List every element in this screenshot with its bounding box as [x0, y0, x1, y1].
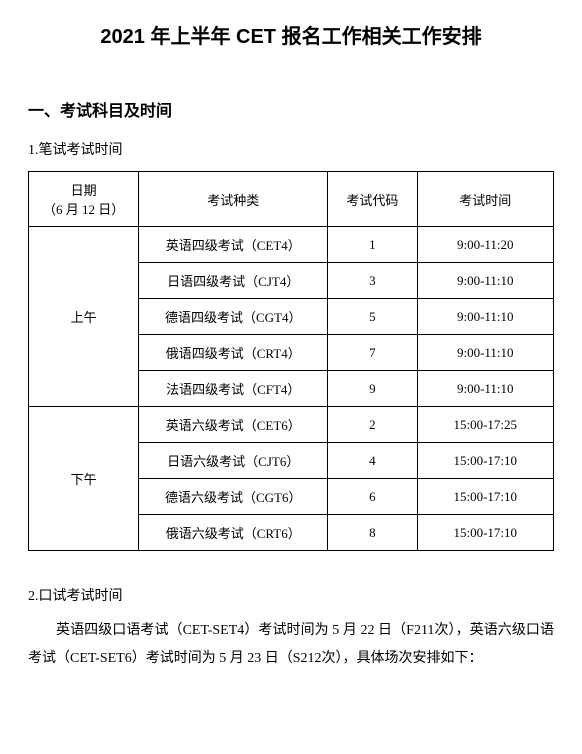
table-body: 上午 英语四级考试（CET4） 1 9:00-11:20 日语四级考试（CJT4… — [29, 227, 554, 551]
table-header-row: 日期 （6 月 12 日） 考试种类 考试代码 考试时间 — [29, 172, 554, 227]
exam-time: 15:00-17:10 — [417, 515, 554, 551]
exam-code: 3 — [328, 263, 417, 299]
table-row: 下午 英语六级考试（CET6） 2 15:00-17:25 — [29, 407, 554, 443]
exam-time: 15:00-17:10 — [417, 443, 554, 479]
section-1-heading: 一、考试科目及时间 — [28, 97, 554, 121]
exam-type: 俄语六级考试（CRT6） — [139, 515, 328, 551]
exam-type: 德语四级考试（CGT4） — [139, 299, 328, 335]
exam-code: 4 — [328, 443, 417, 479]
exam-code: 6 — [328, 479, 417, 515]
exam-code: 5 — [328, 299, 417, 335]
exam-type: 俄语四级考试（CRT4） — [139, 335, 328, 371]
exam-type: 法语四级考试（CFT4） — [139, 371, 328, 407]
oral-exam-paragraph: 英语四级口语考试（CET-SET4）考试时间为 5 月 22 日（F211次），… — [28, 617, 554, 673]
table-row: 上午 英语四级考试（CET4） 1 9:00-11:20 — [29, 227, 554, 263]
exam-time: 9:00-11:10 — [417, 335, 554, 371]
exam-code: 9 — [328, 371, 417, 407]
header-date-line1: 日期 — [71, 183, 97, 198]
period-morning: 上午 — [29, 227, 139, 407]
exam-time: 9:00-11:10 — [417, 371, 554, 407]
exam-time: 15:00-17:25 — [417, 407, 554, 443]
exam-type: 英语四级考试（CET4） — [139, 227, 328, 263]
exam-code: 8 — [328, 515, 417, 551]
exam-code: 7 — [328, 335, 417, 371]
period-afternoon: 下午 — [29, 407, 139, 551]
exam-code: 1 — [328, 227, 417, 263]
exam-type: 英语六级考试（CET6） — [139, 407, 328, 443]
exam-code: 2 — [328, 407, 417, 443]
exam-time: 15:00-17:10 — [417, 479, 554, 515]
exam-type: 日语六级考试（CJT6） — [139, 443, 328, 479]
page-title: 2021 年上半年 CET 报名工作相关工作安排 — [28, 20, 554, 49]
exam-type: 德语六级考试（CGT6） — [139, 479, 328, 515]
header-code: 考试代码 — [328, 172, 417, 227]
exam-time: 9:00-11:10 — [417, 299, 554, 335]
oral-exam-label: 2.口试考试时间 — [28, 585, 554, 605]
header-date-line2: （6 月 12 日） — [43, 202, 124, 217]
header-time: 考试时间 — [417, 172, 554, 227]
written-exam-table: 日期 （6 月 12 日） 考试种类 考试代码 考试时间 上午 英语四级考试（C… — [28, 171, 554, 551]
header-type: 考试种类 — [139, 172, 328, 227]
header-date: 日期 （6 月 12 日） — [29, 172, 139, 227]
exam-type: 日语四级考试（CJT4） — [139, 263, 328, 299]
written-exam-label: 1.笔试考试时间 — [28, 139, 554, 159]
exam-time: 9:00-11:20 — [417, 227, 554, 263]
exam-time: 9:00-11:10 — [417, 263, 554, 299]
